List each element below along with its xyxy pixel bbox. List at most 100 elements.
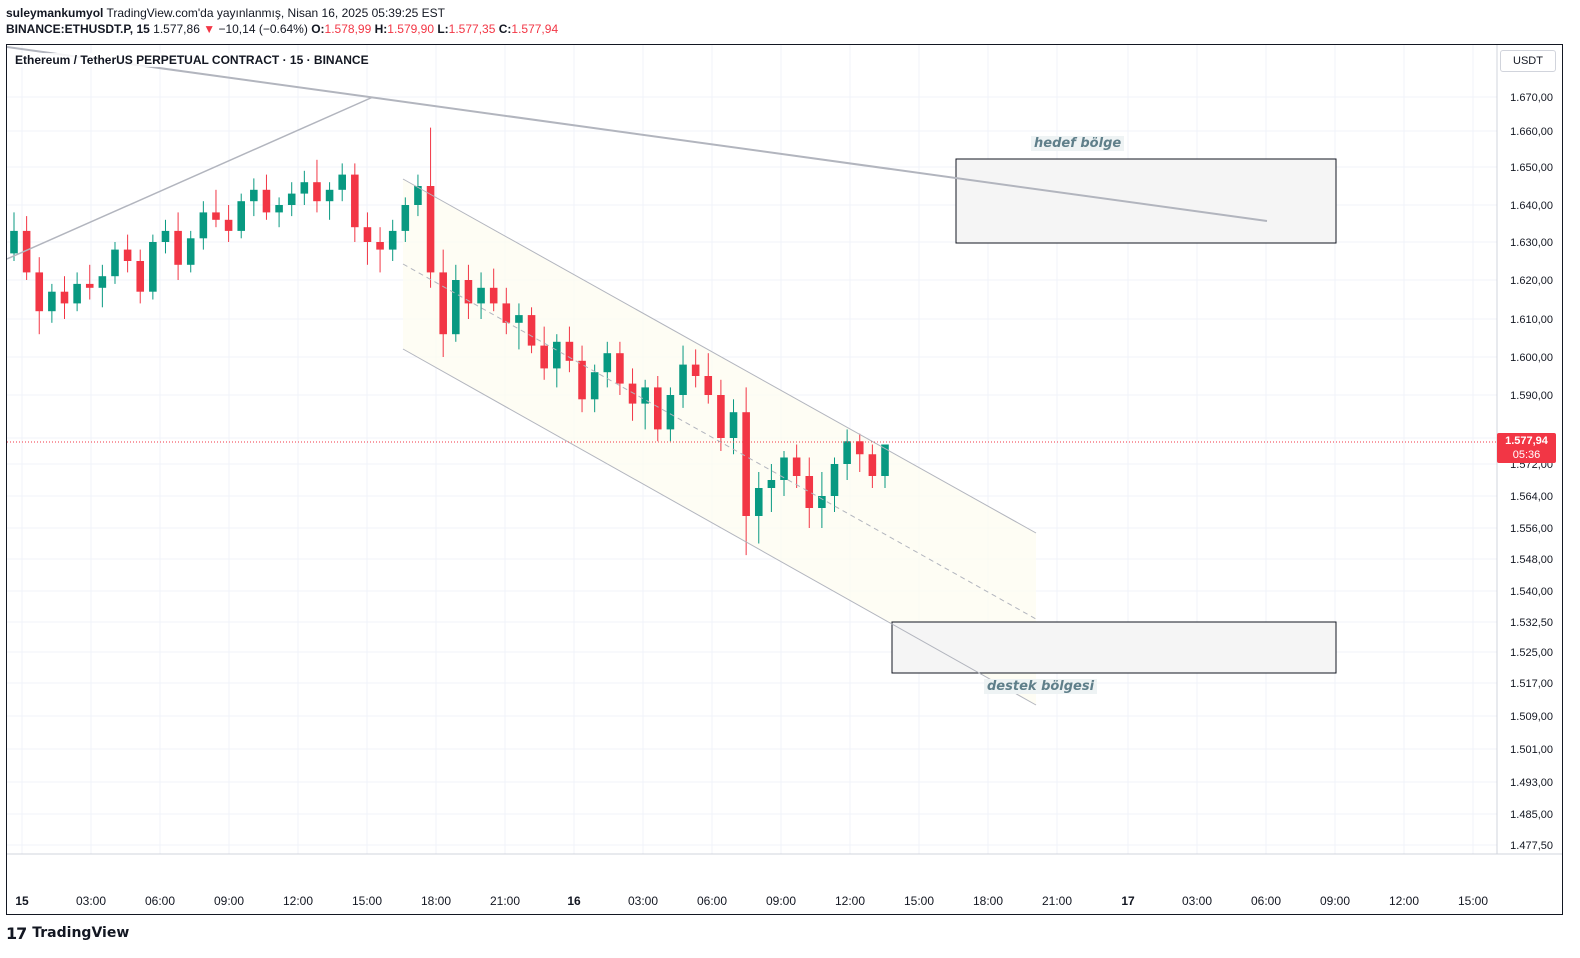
price-tick-label: 1.640,00 (1510, 200, 1553, 212)
drawings-background (403, 158, 1337, 705)
time-tick-label: 15:00 (352, 894, 382, 908)
candle-body (616, 353, 624, 384)
candle-body (780, 457, 788, 480)
symbol-label: BINANCE:ETHUSDT.P, 15 (6, 22, 150, 36)
rising-trendline[interactable] (7, 96, 374, 260)
price-tick-label: 1.650,00 (1510, 162, 1553, 174)
time-tick-label: 15:00 (1458, 894, 1488, 908)
candle-body (426, 186, 435, 273)
candle-body (48, 291, 56, 312)
time-tick-label: 03:00 (628, 894, 658, 908)
candle-body (590, 372, 599, 400)
time-tick-label: 09:00 (1320, 894, 1350, 908)
high-label: H: (374, 22, 388, 36)
candle-body (123, 249, 132, 261)
chart-frame[interactable]: 1.670,00 1.660,00 1.650,00 1.640,00 1.630,00… (6, 44, 1563, 915)
candle-body (868, 454, 877, 476)
change-arrow-icon: ▼ (203, 22, 216, 36)
candle-body (477, 287, 485, 304)
candle-body (111, 249, 119, 277)
time-tick-label: 21:00 (490, 894, 520, 908)
price-tick-label: 1.564,00 (1510, 491, 1553, 503)
channel-median-line[interactable] (402, 263, 1037, 620)
candle-body (691, 364, 700, 376)
tradingview-logo-text: TradingView (32, 925, 130, 941)
time-tick-label: 03:00 (76, 894, 106, 908)
candle-body (98, 276, 107, 288)
price-tick-label: 1.517,00 (1510, 678, 1553, 690)
candle-body (439, 272, 447, 335)
time-tick-label: 09:00 (766, 894, 796, 908)
candle-body (830, 464, 839, 496)
time-tick-label: 03:00 (1182, 894, 1212, 908)
candle-body (489, 287, 498, 304)
candle-body (792, 457, 801, 476)
price-tick-label: 1.485,00 (1510, 809, 1553, 821)
support-zone-box[interactable] (891, 621, 1337, 674)
price-change: −10,14 (−0.64%) (218, 22, 308, 36)
price-tick-label: 1.610,00 (1510, 314, 1553, 326)
low-label: L: (437, 22, 449, 36)
channel-upper-line[interactable] (402, 178, 1037, 534)
candle-body (578, 360, 586, 400)
candle-body (85, 283, 94, 288)
target-zone-label: hedef bölge (1031, 136, 1125, 151)
time-tick-label: 06:00 (697, 894, 727, 908)
time-tick-label: 17 (1121, 894, 1135, 908)
candle-body (338, 174, 346, 190)
time-tick-label: 16 (567, 894, 581, 908)
candle-body (60, 291, 69, 304)
candle-body (628, 383, 637, 404)
candle-body (376, 242, 384, 250)
candle-body (149, 242, 157, 292)
candle-body (22, 230, 31, 273)
open-value: 1.578,99 (324, 22, 372, 36)
price-tick-label: 1.660,00 (1510, 126, 1553, 138)
candle-body (717, 395, 725, 438)
candle-body (300, 182, 309, 194)
candle-body (818, 496, 826, 508)
candle-body (464, 280, 473, 304)
open-label: O: (311, 22, 325, 36)
currency-button[interactable]: USDT (1500, 50, 1556, 72)
channel-lower-line[interactable] (402, 348, 1037, 706)
candle-body (540, 345, 548, 369)
author-name[interactable]: suleymankumyol (6, 6, 104, 20)
candle-body (237, 201, 246, 231)
candle-body (73, 283, 81, 304)
candle-body (287, 193, 296, 205)
last-price: 1.577,86 (153, 22, 200, 36)
price-tick-label: 1.620,00 (1510, 275, 1553, 287)
candles (10, 127, 889, 556)
price-tick-label: 1.540,00 (1510, 586, 1553, 598)
candle-body (729, 412, 738, 438)
close-label: C: (498, 22, 512, 36)
tradingview-logo[interactable]: 17 TradingView (6, 922, 129, 944)
price-tick-label: 1.556,00 (1510, 523, 1553, 535)
price-tick-label: 1.630,00 (1510, 237, 1553, 249)
candle-body (767, 480, 776, 488)
high-value: 1.579,90 (387, 22, 434, 36)
candle-body (351, 174, 359, 228)
price-tick-label: 1.532,50 (1510, 617, 1553, 629)
price-chart[interactable]: 1.670,00 1.660,00 1.650,00 1.640,00 1.630,00… (7, 45, 1562, 914)
candle-body (224, 219, 233, 231)
price-tick-label: 1.477,50 (1510, 840, 1553, 852)
time-tick-label: 18:00 (421, 894, 451, 908)
candle-body (843, 441, 851, 464)
candle-body (805, 476, 814, 508)
candle-body (262, 189, 271, 213)
resistance-trendline[interactable] (7, 46, 1268, 222)
candle-body (754, 488, 763, 516)
candle-body (10, 230, 18, 254)
bar-countdown: 05:36 (1512, 449, 1541, 461)
price-tick-label: 1.548,00 (1510, 554, 1553, 566)
candle-body (679, 364, 687, 395)
candle-body (186, 238, 195, 265)
time-tick-label: 06:00 (1251, 894, 1281, 908)
candle-body (502, 303, 511, 323)
price-tick-label: 1.509,00 (1510, 711, 1553, 723)
target-zone-box[interactable] (955, 158, 1337, 244)
candle-body (565, 341, 574, 361)
time-tick-label: 15:00 (904, 894, 934, 908)
